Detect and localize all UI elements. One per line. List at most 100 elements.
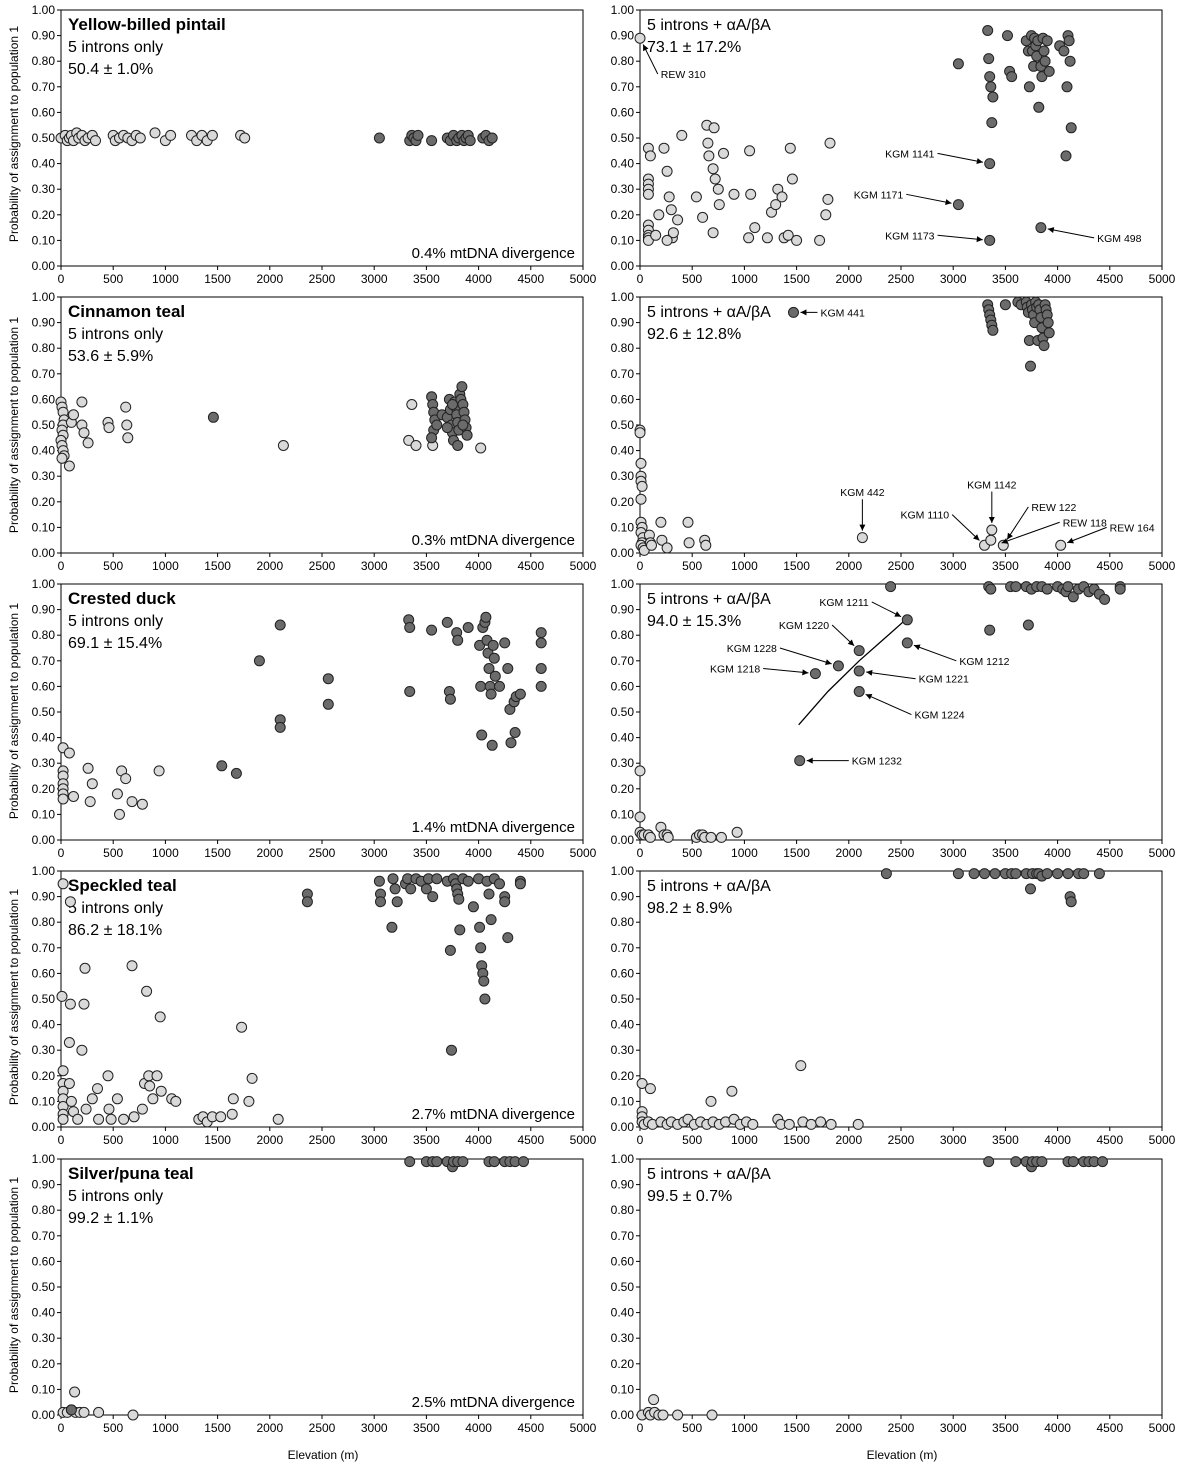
annotation-label: REW 310 bbox=[661, 69, 706, 81]
x-tick-label: 500 bbox=[103, 559, 123, 573]
x-tick-label: 2500 bbox=[309, 559, 336, 573]
data-point-high bbox=[1042, 317, 1054, 329]
y-tick-label: 0.90 bbox=[611, 316, 635, 330]
data-point-low bbox=[141, 985, 153, 997]
data-point-high bbox=[483, 888, 495, 900]
data-point-high bbox=[488, 1156, 500, 1168]
annotation-arrow bbox=[1067, 526, 1107, 544]
data-point-low bbox=[985, 534, 997, 546]
x-tick-label: 4000 bbox=[1044, 1421, 1071, 1435]
x-tick-label: 1000 bbox=[152, 1421, 179, 1435]
data-point-high bbox=[480, 611, 492, 623]
x-tick-label: 2500 bbox=[888, 559, 915, 573]
data-point-high bbox=[1010, 1156, 1022, 1168]
y-tick-label: 1.00 bbox=[32, 1152, 56, 1166]
data-point-high bbox=[1036, 1156, 1048, 1168]
y-tick-label: 0.50 bbox=[611, 1280, 635, 1294]
data-point-low bbox=[743, 232, 755, 244]
data-point-low bbox=[149, 127, 161, 139]
x-tick-label: 3500 bbox=[413, 1421, 440, 1435]
data-point-high bbox=[475, 942, 487, 954]
x-tick-label: 4000 bbox=[465, 559, 492, 573]
data-point-low bbox=[154, 1011, 166, 1023]
data-point-low bbox=[57, 1113, 69, 1125]
annotation-arrow bbox=[937, 152, 983, 163]
data-point-low bbox=[239, 132, 251, 144]
data-point-high bbox=[987, 91, 999, 103]
data-point-high bbox=[431, 873, 443, 885]
x-tick-label: 2000 bbox=[835, 1133, 862, 1147]
x-tick-label: 1000 bbox=[731, 846, 758, 860]
panel-subtitle: 5 introns + αA/βA bbox=[647, 304, 771, 321]
data-point-high bbox=[809, 668, 821, 680]
data-point-high bbox=[479, 993, 491, 1005]
y-tick-label: 0.00 bbox=[32, 259, 56, 273]
panel-subtitle: 5 introns + αA/βA bbox=[647, 1166, 771, 1183]
data-point-low bbox=[103, 1103, 115, 1115]
data-point-high bbox=[984, 234, 996, 246]
x-tick-label: 5000 bbox=[1149, 1133, 1176, 1147]
data-point-high bbox=[444, 944, 456, 956]
data-point-low bbox=[215, 1111, 227, 1123]
data-point-high bbox=[216, 760, 228, 772]
x-tick-label: 4000 bbox=[465, 272, 492, 286]
x-tick-label: 1500 bbox=[783, 559, 810, 573]
x-tick-label: 5000 bbox=[570, 846, 597, 860]
data-point-low bbox=[410, 440, 422, 451]
annotation-arrowhead bbox=[865, 694, 873, 700]
data-point-high bbox=[1041, 583, 1053, 595]
data-point-high bbox=[535, 680, 547, 692]
data-point-low bbox=[114, 808, 125, 820]
y-tick-label: 0.30 bbox=[32, 469, 56, 483]
x-tick-label: 4000 bbox=[465, 846, 492, 860]
annotation-label: KGM 1218 bbox=[710, 663, 760, 675]
data-point-high bbox=[1002, 30, 1013, 42]
data-point-low bbox=[86, 778, 98, 790]
x-tick-label: 5000 bbox=[1149, 272, 1176, 286]
data-point-high bbox=[489, 670, 501, 682]
data-point-low bbox=[635, 493, 647, 505]
data-point-low bbox=[111, 1093, 123, 1105]
panel-stat: 69.1 ± 15.4% bbox=[68, 635, 162, 652]
y-tick-label: 0.90 bbox=[32, 316, 56, 330]
y-tick-label: 0.50 bbox=[611, 131, 635, 145]
y-tick-label: 0.50 bbox=[32, 992, 56, 1006]
data-point-low bbox=[665, 204, 677, 216]
x-tick-label: 3500 bbox=[992, 559, 1019, 573]
y-tick-label: 1.00 bbox=[32, 864, 56, 878]
x-tick-label: 2500 bbox=[888, 1133, 915, 1147]
x-tick-label: 3500 bbox=[413, 846, 440, 860]
panel-6: 0.00 0.10 0.20 0.30 0.40 0.50 0.60 0.70 0.80 0.90… bbox=[611, 577, 1176, 860]
x-tick-label: 1500 bbox=[204, 1421, 231, 1435]
data-point-high bbox=[853, 645, 865, 657]
x-tick-label: 3000 bbox=[940, 1133, 967, 1147]
x-tick-label: 500 bbox=[103, 1421, 123, 1435]
data-point-high bbox=[983, 1156, 995, 1168]
data-point-low bbox=[705, 1095, 717, 1107]
data-point-high bbox=[1038, 45, 1050, 57]
panel-7: 0.00 0.10 0.20 0.30 0.40 0.50 0.60 0.70 0.80 0.90… bbox=[32, 864, 597, 1147]
y-tick-label: 1.00 bbox=[611, 1152, 635, 1166]
y-tick-label: 0.70 bbox=[611, 80, 635, 94]
data-point-low bbox=[782, 229, 794, 241]
data-point-high bbox=[207, 411, 219, 423]
x-tick-label: 4500 bbox=[517, 1133, 544, 1147]
y-tick-label: 0.10 bbox=[32, 1094, 56, 1108]
y-tick-label: 0.30 bbox=[611, 756, 635, 770]
x-tick-label: 2000 bbox=[256, 1133, 283, 1147]
x-tick-label: 4000 bbox=[465, 1421, 492, 1435]
data-point-high bbox=[1063, 35, 1075, 47]
data-point-low bbox=[661, 542, 673, 554]
x-axis-label-right: Elevation (m) bbox=[867, 1448, 938, 1462]
x-tick-label: 0 bbox=[637, 1133, 644, 1147]
data-point-low bbox=[749, 222, 761, 234]
y-tick-label: 0.50 bbox=[611, 418, 635, 432]
annotation-arrowhead bbox=[847, 639, 855, 646]
y-tick-label: 0.60 bbox=[611, 392, 635, 406]
y-tick-label: 1.00 bbox=[611, 3, 635, 17]
data-point-high bbox=[485, 914, 497, 926]
data-point-low bbox=[155, 1085, 167, 1097]
x-tick-label: 3000 bbox=[361, 846, 388, 860]
y-tick-label: 0.30 bbox=[611, 469, 635, 483]
x-tick-label: 4000 bbox=[1044, 846, 1071, 860]
